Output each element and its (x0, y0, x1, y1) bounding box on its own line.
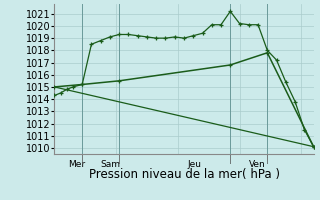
Text: |: | (118, 155, 121, 164)
Text: Sam: Sam (101, 160, 121, 169)
Text: |: | (81, 155, 84, 164)
Text: Jeu: Jeu (187, 160, 201, 169)
X-axis label: Pression niveau de la mer( hPa ): Pression niveau de la mer( hPa ) (89, 168, 279, 181)
Text: Mer: Mer (68, 160, 85, 169)
Text: Ven: Ven (249, 160, 266, 169)
Text: |: | (229, 155, 232, 164)
Text: |: | (266, 155, 269, 164)
